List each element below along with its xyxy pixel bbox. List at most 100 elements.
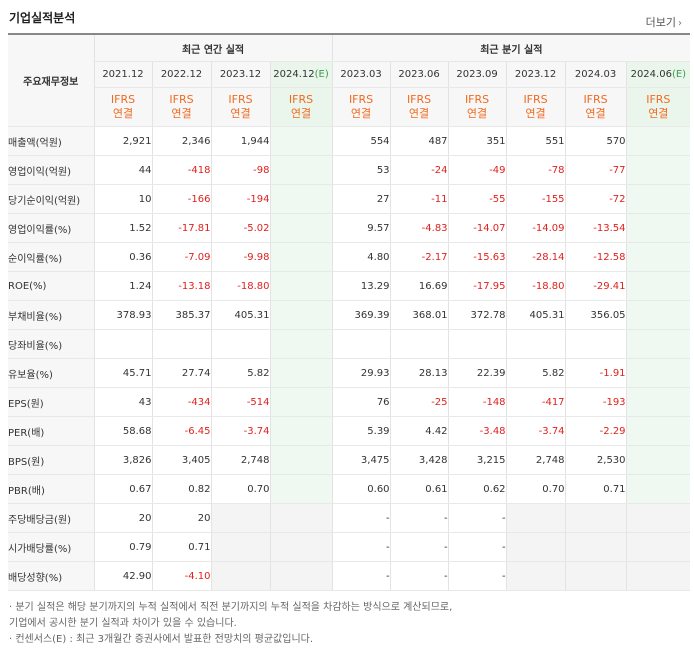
ifrs-label: IFRS: [406, 93, 432, 106]
row-label: 유보율(%): [8, 358, 95, 388]
row-label: 부채비율(%): [8, 300, 95, 330]
ifrs-basis: IFRS 연결: [448, 87, 507, 127]
chevron-right-icon: ›: [678, 18, 682, 29]
period-label: 2023.12: [514, 69, 557, 80]
table-cell: 0.82: [152, 474, 212, 504]
consolidated-label: 연결: [350, 107, 372, 120]
table-cell: -18.80: [211, 271, 271, 301]
table-cell: 356.05: [565, 300, 627, 330]
row-label: PER(배): [8, 416, 95, 446]
table-cell: 5.82: [211, 358, 271, 388]
table-row: 부채비율(%) 378.93 385.37 405.31 369.39 368.01 372…: [8, 300, 691, 330]
table-cell: [506, 503, 566, 533]
table-cell: -1.91: [565, 358, 627, 388]
table-cell: [331, 329, 391, 359]
ifrs-basis: IFRS 연결: [94, 87, 153, 127]
ifrs-label: IFRS: [169, 93, 194, 106]
financial-table: 주요재무정보 최근 연간 실적 최근 분기 실적 2021.12 2022.12 2…: [8, 33, 691, 591]
table-cell: 0.60: [331, 474, 391, 504]
ifrs-label: IFRS: [646, 93, 671, 106]
period-header: 2023.12: [211, 61, 271, 88]
table-cell: -194: [211, 184, 271, 214]
ifrs-basis: IFRS 연결: [626, 87, 691, 127]
table-cell: 487: [390, 126, 449, 156]
table-cell: 20: [152, 503, 212, 533]
table-cell: -29.41: [565, 271, 627, 301]
table-cell: 3,215: [448, 445, 507, 475]
table-cell: [211, 532, 271, 562]
period-label: 2022.12: [160, 69, 203, 80]
table-cell: -28.14: [506, 242, 566, 272]
table-cell: [626, 242, 691, 272]
table-cell: 44: [94, 155, 153, 185]
table-cell: -98: [211, 155, 271, 185]
table-cell: 378.93: [94, 300, 153, 330]
table-cell: -417: [506, 387, 566, 417]
table-row: 영업이익(억원) 44 -418 -98 53 -24 -49 -78 -77: [8, 155, 691, 185]
table-cell: -14.07: [448, 213, 507, 243]
row-label: 영업이익(억원): [8, 155, 95, 185]
table-cell: [152, 329, 212, 359]
table-row: ROE(%) 1.24 -13.18 -18.80 13.29 16.69 -17.95 -1…: [8, 271, 691, 301]
table-cell: -: [331, 561, 391, 591]
table-row: EPS(원) 43 -434 -514 76 -25 -148 -417 -193: [8, 387, 691, 417]
table-cell: [270, 445, 333, 475]
table-cell: 1,944: [211, 126, 271, 156]
table-cell: -3.48: [448, 416, 507, 446]
row-label: 매출액(억원): [8, 126, 95, 156]
table-cell: -13.54: [565, 213, 627, 243]
table-cell: -4.83: [390, 213, 449, 243]
table-cell: [506, 532, 566, 562]
consolidated-label: 연결: [290, 107, 312, 120]
table-cell: 3,405: [152, 445, 212, 475]
table-cell: -434: [152, 387, 212, 417]
table-cell: 0.62: [448, 474, 507, 504]
table-cell: [211, 329, 271, 359]
table-cell: -: [331, 503, 391, 533]
table-cell: 20: [94, 503, 153, 533]
table-cell: [506, 329, 566, 359]
row-label: 영업이익률(%): [8, 213, 95, 243]
table-cell: [211, 561, 271, 591]
table-cell: [270, 126, 333, 156]
table-cell: -14.09: [506, 213, 566, 243]
row-label: 당좌비율(%): [8, 329, 95, 359]
ifrs-label: IFRS: [583, 93, 608, 106]
section-title: 기업실적분석: [9, 11, 76, 25]
table-cell: [211, 503, 271, 533]
table-cell: [626, 184, 691, 214]
table-cell: 53: [331, 155, 391, 185]
table-row: 유보율(%) 45.71 27.74 5.82 29.93 28.13 22.39 5.82-…: [8, 358, 691, 388]
table-cell: -78: [506, 155, 566, 185]
more-link[interactable]: 더보기 ›: [646, 14, 682, 30]
table-cell: -: [390, 503, 449, 533]
table-cell: [626, 126, 691, 156]
table-cell: [270, 213, 333, 243]
table-cell: -25: [390, 387, 449, 417]
table-cell: [270, 300, 333, 330]
period-header: 2023.03: [331, 61, 391, 88]
consolidated-label: 연결: [230, 107, 251, 120]
table-cell: [565, 503, 627, 533]
consolidated-label: 연결: [171, 107, 192, 120]
period-header: 2024.06(E): [626, 61, 691, 88]
table-cell: 2,748: [506, 445, 566, 475]
table-cell: 27: [331, 184, 391, 214]
table-cell: 369.39: [331, 300, 391, 330]
period-header: 2023.06: [390, 61, 449, 88]
table-cell: 27.74: [152, 358, 212, 388]
table-cell: -3.74: [211, 416, 271, 446]
table-cell: 1.52: [94, 213, 153, 243]
row-label: ROE(%): [8, 271, 95, 301]
ifrs-basis: IFRS 연결: [331, 87, 391, 127]
annual-group-header: 최근 연간 실적: [94, 33, 333, 62]
table-cell: [626, 358, 691, 388]
table-cell: -3.74: [506, 416, 566, 446]
table-cell: [390, 329, 449, 359]
table-cell: 3,428: [390, 445, 449, 475]
table-cell: -148: [448, 387, 507, 417]
table-row: 매출액(억원) 2,921 2,346 1,944 554 487 351 551 570: [8, 126, 691, 156]
table-cell: [626, 271, 691, 301]
table-cell: 76: [331, 387, 391, 417]
table-cell: 0.71: [565, 474, 627, 504]
